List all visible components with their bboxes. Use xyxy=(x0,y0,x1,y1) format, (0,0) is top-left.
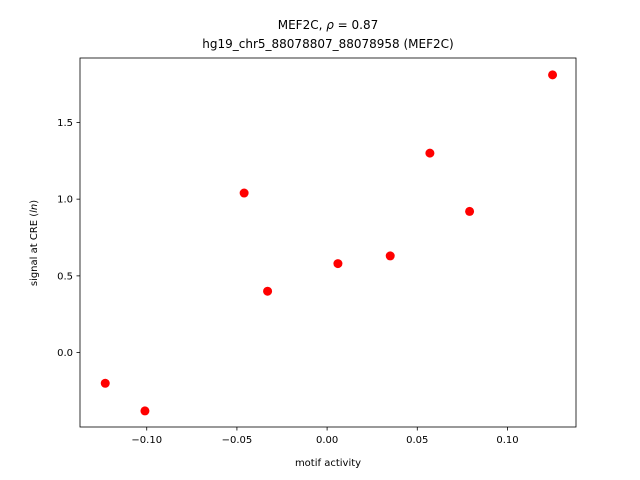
y-axis-label: signal at CRE (ln) xyxy=(29,200,40,286)
data-point xyxy=(140,406,150,416)
y-axis-label-suffix: ) xyxy=(29,200,40,204)
y-axis-label-prefix: signal at CRE ( xyxy=(29,213,40,286)
x-tick-label: 0.10 xyxy=(496,435,518,446)
chart-title-line2: hg19_chr5_88078807_88078958 (MEF2C) xyxy=(202,37,453,51)
chart-title-line1: MEF2C, ρ = 0.87 xyxy=(278,18,379,32)
data-point xyxy=(263,286,273,296)
plot-area: −0.10 −0.05 0.00 0.05 0.10 0.0 0.5 1.0 1.5 xyxy=(57,57,577,446)
x-tick-label: −0.05 xyxy=(222,435,253,446)
y-tick-label: 0.5 xyxy=(57,271,73,282)
data-point xyxy=(548,70,558,80)
chart-title-rho-value: = 0.87 xyxy=(334,18,378,32)
chart-title-text: MEF2C, xyxy=(278,18,326,32)
x-axis-label: motif activity xyxy=(295,458,361,469)
data-point xyxy=(333,259,343,269)
axes-frame xyxy=(79,57,577,428)
data-point xyxy=(425,148,435,158)
x-tick-label: 0.00 xyxy=(316,435,338,446)
data-point xyxy=(100,378,110,388)
data-point xyxy=(385,251,395,261)
chart-title-rho: ρ xyxy=(326,18,334,32)
data-point xyxy=(239,188,249,198)
x-tick-label: −0.10 xyxy=(131,435,162,446)
y-tick-label: 1.5 xyxy=(57,118,73,129)
y-axis-label-italic: ln xyxy=(29,204,40,213)
y-tick-label: 0.0 xyxy=(57,348,73,359)
x-tick-label: 0.05 xyxy=(406,435,428,446)
y-tick-label: 1.0 xyxy=(57,195,73,206)
data-point xyxy=(465,206,475,216)
